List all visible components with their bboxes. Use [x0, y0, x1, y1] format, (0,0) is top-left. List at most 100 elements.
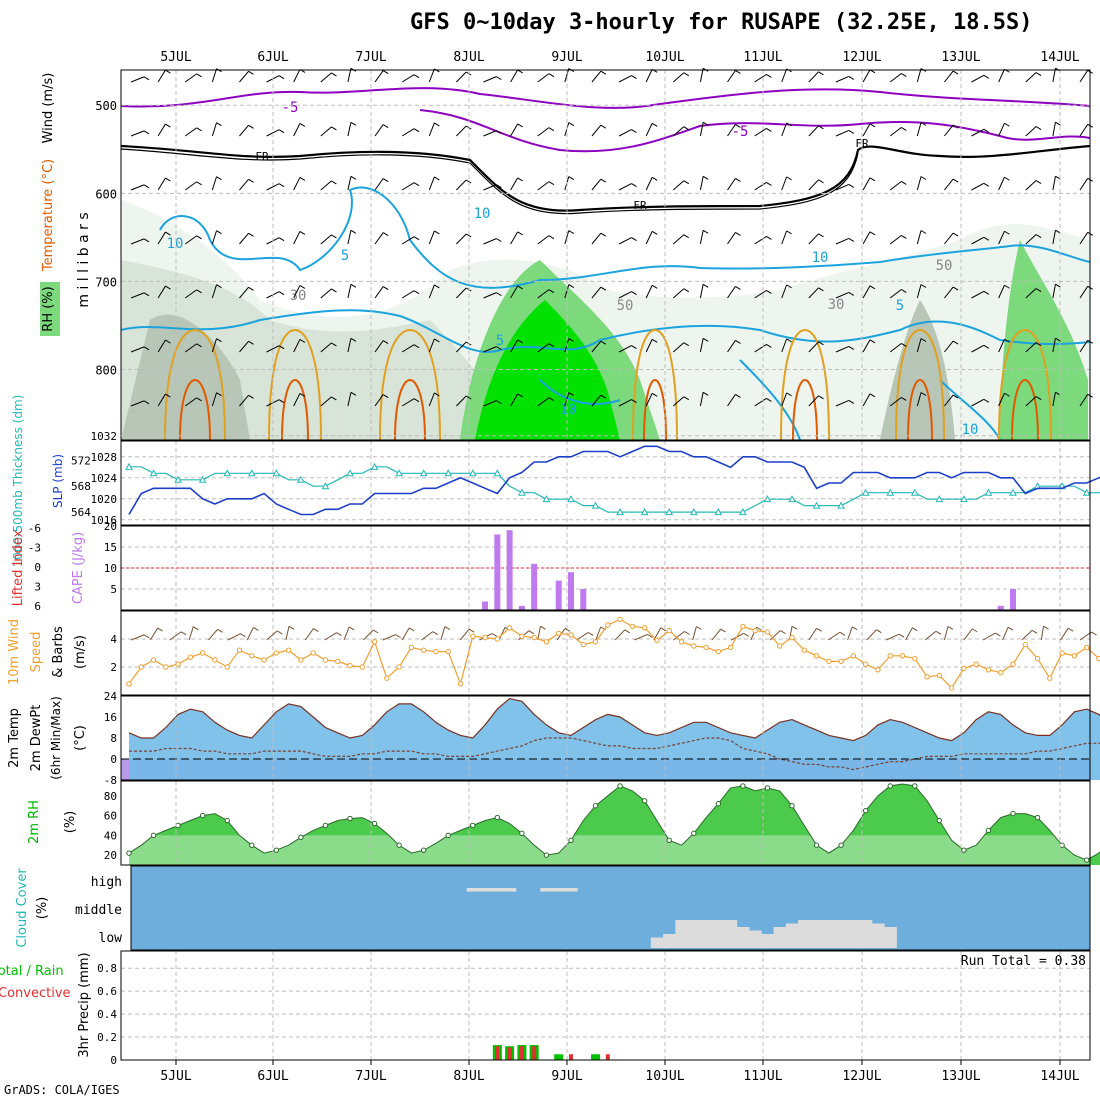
cloud-cell-low — [810, 920, 824, 948]
rh2m-line — [128, 783, 1100, 861]
wind-barb-feather — [920, 122, 927, 126]
rh-dark-shading-right — [880, 300, 955, 440]
wind-barb — [428, 68, 435, 83]
wind-barb — [184, 235, 197, 245]
wind-speed-marker — [126, 681, 132, 687]
wind-barb-feather — [568, 338, 575, 343]
rh2m-marker — [199, 812, 206, 819]
wind-barb-feather — [848, 237, 855, 242]
temp-contour-hot — [1011, 378, 1039, 441]
wind-barb — [266, 183, 280, 191]
wind-speed-marker — [961, 665, 967, 672]
wind-barb-feather — [278, 291, 285, 296]
legend-total-rain: Total / Rain — [0, 964, 64, 979]
wind-barb — [1079, 286, 1089, 299]
wind-barb — [266, 129, 280, 137]
cloud-cell-low — [847, 920, 861, 948]
wind-barb-feather — [786, 122, 792, 127]
wind-barb — [510, 393, 519, 407]
wind-barb — [320, 234, 332, 245]
wind-barb — [266, 345, 280, 353]
date-label-bottom: 11JUL — [743, 1069, 782, 1084]
wind-barb — [916, 176, 922, 191]
temp2m-line — [128, 697, 1100, 742]
rh2m-marker — [396, 842, 402, 848]
wind-barb — [184, 289, 197, 299]
wind-frame — [120, 610, 1091, 696]
rh2m-marker — [175, 822, 181, 829]
wind-barb-feather — [165, 123, 171, 128]
wind-barb — [382, 634, 396, 641]
wind-barb — [1060, 627, 1069, 641]
wind-barb — [537, 626, 541, 641]
wind-barb — [618, 291, 632, 299]
wind-barb — [889, 127, 902, 137]
wind-barb — [672, 342, 685, 353]
wind-barb-feather — [496, 346, 502, 351]
wind-barb — [963, 628, 973, 641]
wind-barb — [998, 393, 1005, 407]
wind-barb-feather — [735, 124, 741, 128]
wind-barb-feather — [143, 238, 150, 243]
wind-barb-feather — [786, 230, 792, 235]
cape-frame — [120, 525, 1091, 611]
wind-barb — [727, 286, 736, 299]
rh2m-axis-label-1: 2m RH — [27, 800, 42, 844]
wind-barb-feather — [869, 231, 876, 236]
cloud-cell-low — [798, 920, 811, 948]
wind-barb-feather — [548, 235, 555, 240]
wind-axis-label-4: (m/s) — [73, 635, 88, 669]
rh2m-tick-label: 60 — [104, 810, 117, 823]
wind-barb — [456, 233, 467, 245]
wind-barb-feather — [818, 233, 824, 238]
wind-speed-marker — [506, 625, 513, 631]
wind-speed-marker — [396, 664, 402, 670]
wind-barb-feather — [413, 128, 420, 133]
wind-barb — [510, 177, 519, 191]
wind-barb-feather — [299, 177, 306, 181]
wind-barb — [835, 399, 850, 407]
wind-barb — [672, 631, 685, 641]
wind-speed-marker — [298, 657, 304, 663]
wind-barb — [781, 68, 788, 83]
wind-barb — [157, 339, 166, 353]
wind-speed-marker — [335, 658, 341, 665]
rh2m-marker — [1059, 842, 1065, 848]
rh2m-marker — [1010, 810, 1016, 817]
cloud-axis-label-2: (%) — [35, 897, 50, 920]
date-label-top: 10JUL — [645, 50, 684, 65]
wind-barb — [591, 340, 602, 353]
wind-barb — [727, 340, 736, 353]
cloud-cell-low — [712, 920, 725, 948]
wind-barb — [510, 285, 519, 299]
wind-barb-feather — [434, 284, 440, 289]
wind-barb — [769, 630, 781, 641]
cloud-cell-high — [564, 888, 578, 892]
wind-barb-feather — [920, 230, 927, 234]
wind-speed-marker — [789, 634, 795, 641]
wind-speed-marker — [617, 616, 623, 623]
cape-tick-label: 20 — [104, 520, 117, 533]
thickness-marker — [616, 508, 624, 516]
wind-barb-feather — [952, 232, 959, 237]
temp2m-tick-label: 0 — [110, 753, 117, 766]
wind-barb — [781, 122, 788, 137]
wind-barb-feather — [848, 75, 855, 80]
wind-barb — [916, 230, 922, 245]
wind-barb — [239, 71, 249, 83]
pressure-tick-label: 500 — [95, 99, 117, 113]
wind-barb-feather — [631, 129, 637, 133]
rh2m-marker — [740, 783, 746, 789]
wind-barb — [239, 341, 249, 353]
wind-barb — [862, 393, 871, 407]
wind-barb — [847, 626, 853, 641]
wind-speed-marker — [862, 661, 869, 667]
date-label-bottom: 14JUL — [1040, 1069, 1079, 1084]
rh2m-marker — [249, 842, 255, 848]
wind-barb — [304, 628, 314, 641]
wind-barb-feather — [1004, 392, 1010, 397]
temp-contour-10 — [120, 309, 1091, 353]
thickness-marker — [960, 495, 968, 503]
wind-speed-marker — [948, 685, 955, 691]
rh2m-marker — [519, 830, 525, 837]
